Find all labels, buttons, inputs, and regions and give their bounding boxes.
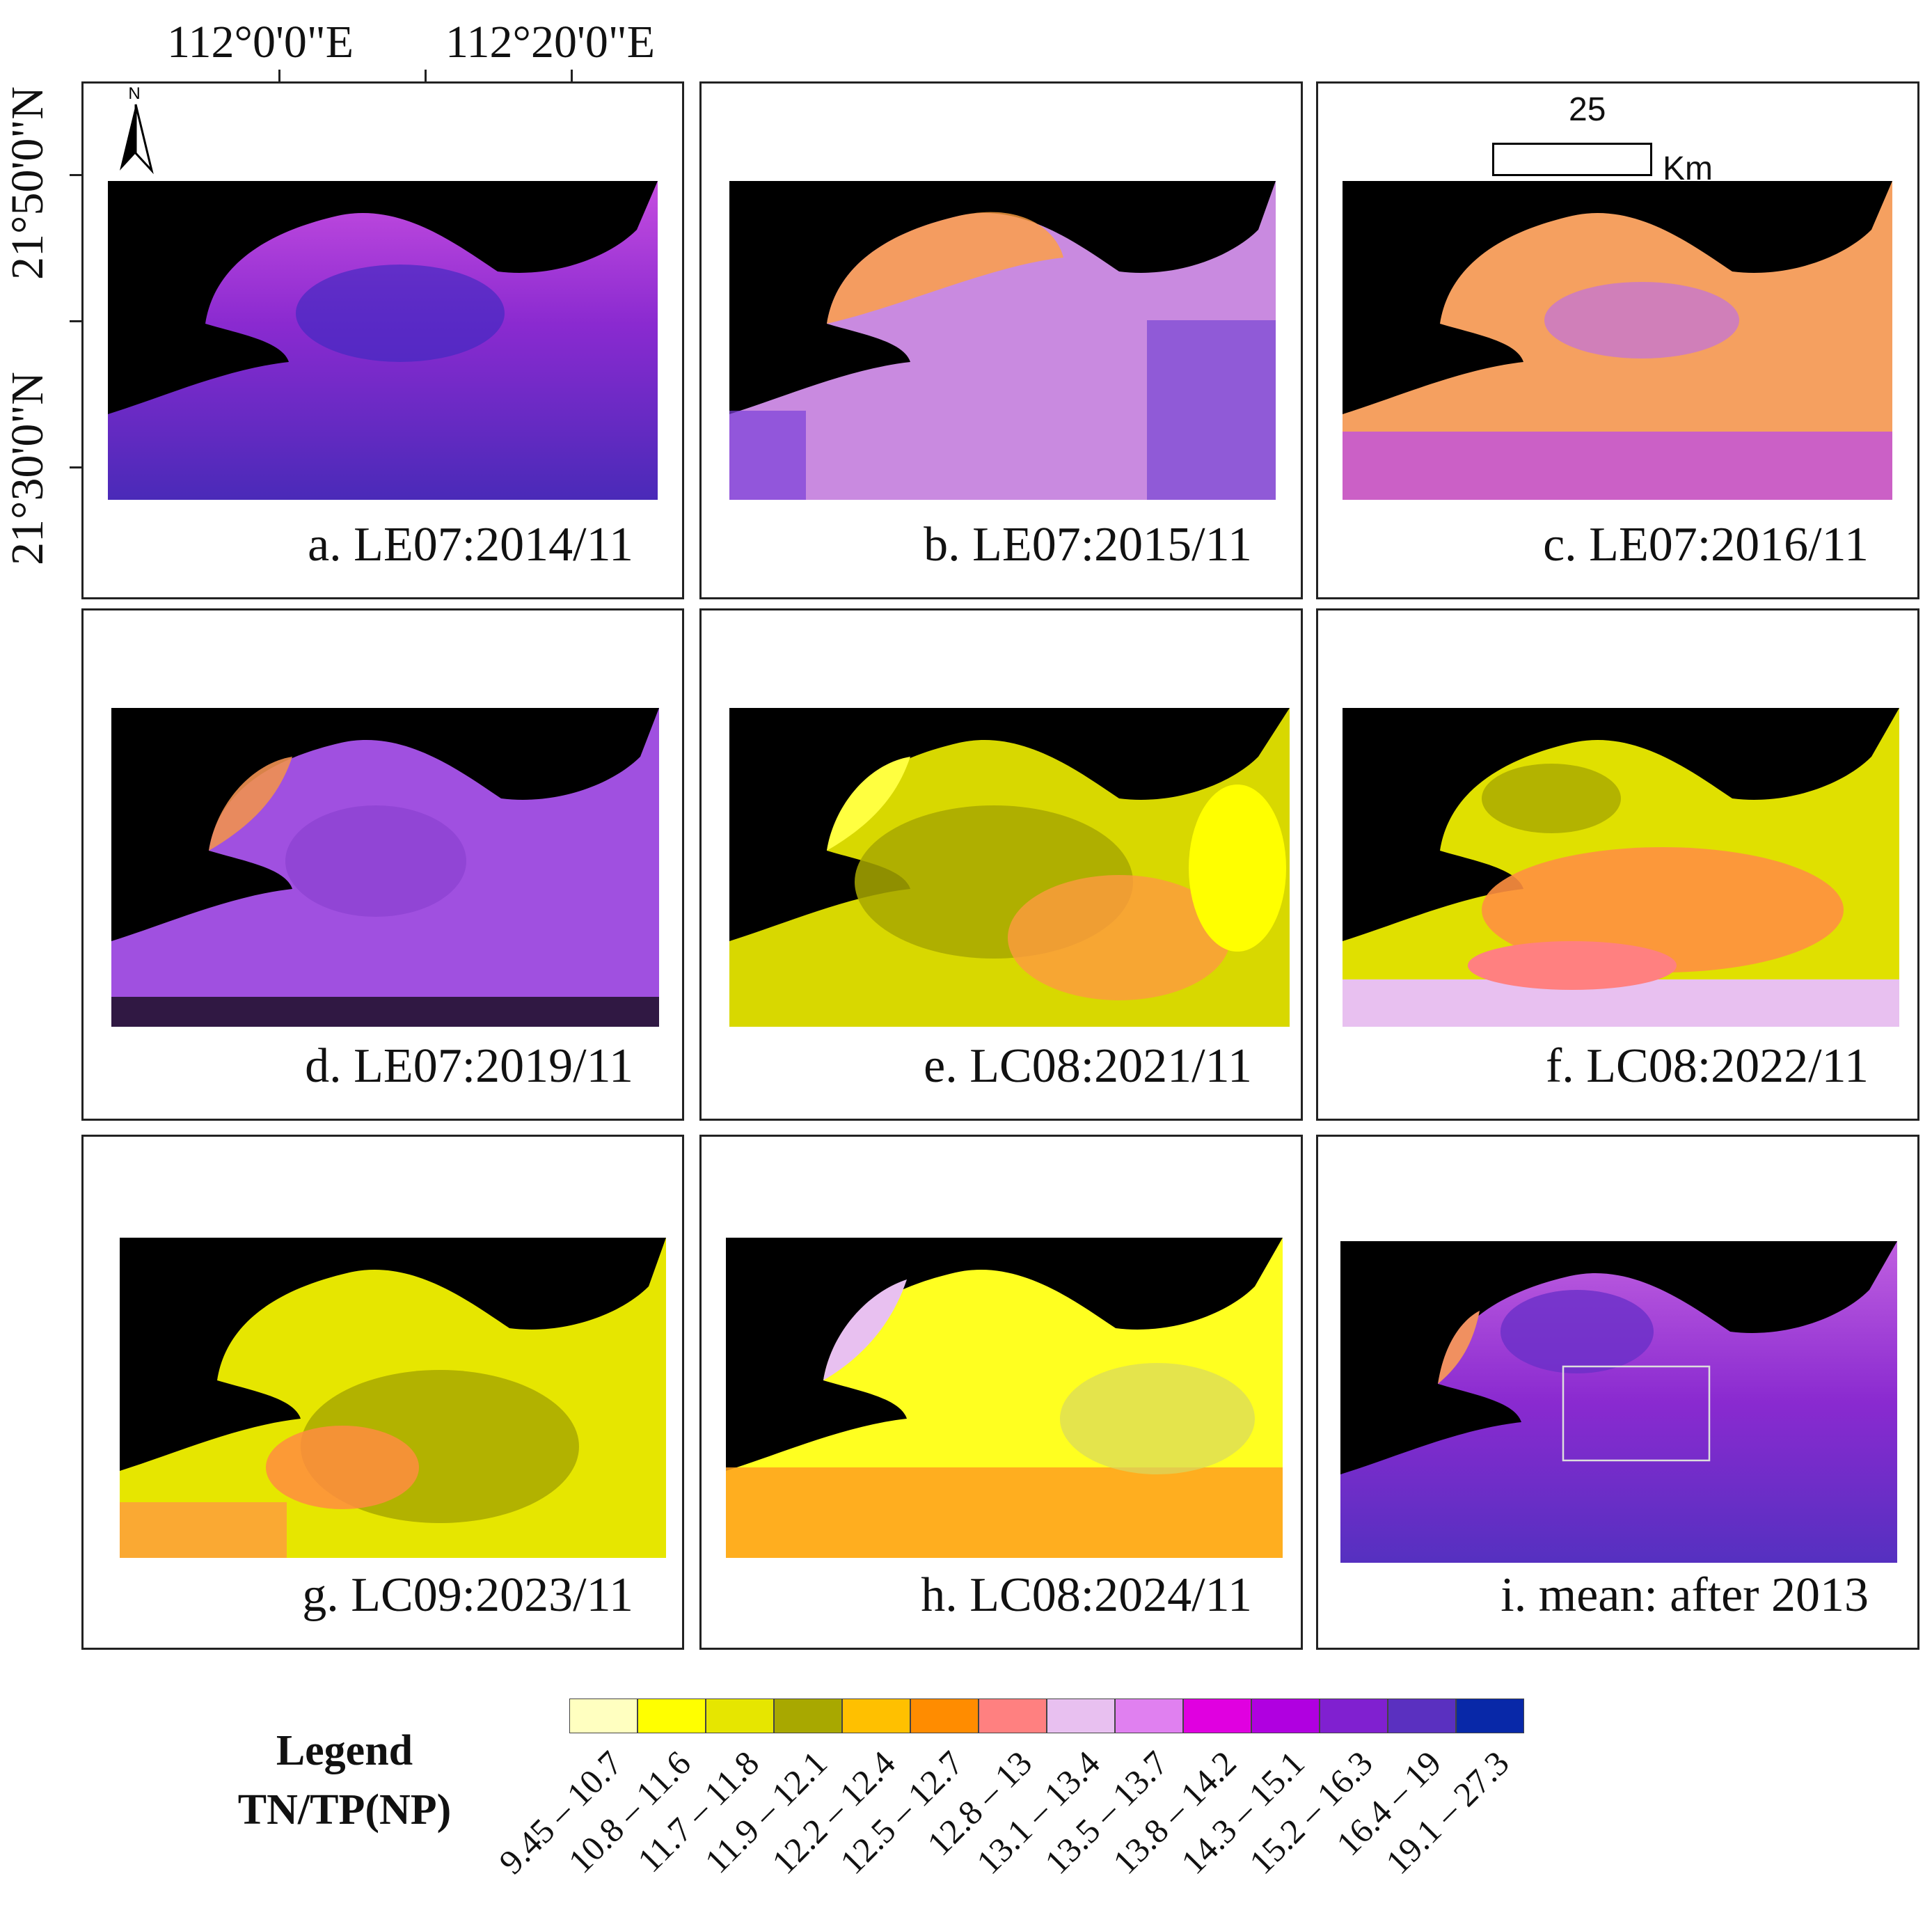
legend-swatch (706, 1699, 774, 1733)
legend-swatch (1047, 1699, 1115, 1733)
panel-a-label: a. LE07:2014/11 (308, 518, 633, 572)
svg-text:N: N (128, 84, 140, 103)
legend-swatch (1320, 1699, 1388, 1733)
latitude-label-21-50: 21°50'0"N (2, 86, 53, 280)
legend-title: Legend (276, 1727, 413, 1774)
tick-left-2 (70, 320, 84, 322)
panel-i: i. mean: after 2013 (1316, 1135, 1919, 1650)
panel-d: d. LE07:2019/11 (81, 608, 684, 1121)
legend-swatch (774, 1699, 842, 1733)
panel-c: 25 Km c. LE07:2016/11 (1316, 81, 1919, 599)
map-e (729, 708, 1290, 1027)
legend-swatch (910, 1699, 979, 1733)
study-area-box (1562, 1365, 1711, 1462)
tick-top-1 (278, 70, 280, 84)
north-arrow-icon: N (120, 84, 154, 174)
panel-d-label: d. LE07:2019/11 (305, 1039, 633, 1093)
map-f (1343, 708, 1899, 1027)
legend-swatch (1456, 1699, 1524, 1733)
legend-swatch (638, 1699, 706, 1733)
tick-top-3 (571, 70, 573, 84)
legend-swatch (1115, 1699, 1183, 1733)
map-a (108, 181, 658, 500)
panel-e-label: e. LC08:2021/11 (924, 1039, 1252, 1093)
scalebar-box (1492, 143, 1652, 176)
legend-swatch (1388, 1699, 1456, 1733)
map-h (726, 1238, 1283, 1558)
scalebar: 25 Km (1492, 90, 1722, 187)
panel-h: h. LC08:2024/11 (699, 1135, 1303, 1650)
map-i (1340, 1241, 1897, 1563)
panel-a: N a. LE07:2014/11 (81, 81, 684, 599)
legend-swatch (1251, 1699, 1320, 1733)
panel-b: b. LE07:2015/11 (699, 81, 1303, 599)
legend-swatch (569, 1699, 638, 1733)
panel-i-label: i. mean: after 2013 (1501, 1568, 1869, 1622)
map-c (1343, 181, 1892, 500)
panel-f-label: f. LC08:2022/11 (1545, 1039, 1869, 1093)
panel-f: f. LC08:2022/11 (1316, 608, 1919, 1121)
panel-g-label: g. LC09:2023/11 (302, 1568, 633, 1622)
legend-subtitle: TN/TP(NP) (237, 1786, 452, 1834)
legend-swatch (1183, 1699, 1251, 1733)
longitude-label-112-0: 112°0'0"E (167, 17, 354, 68)
map-d (111, 708, 659, 1027)
legend-swatch (979, 1699, 1047, 1733)
legend-swatch (842, 1699, 910, 1733)
tick-left-1 (70, 174, 84, 176)
map-b (729, 181, 1276, 500)
panel-c-label: c. LE07:2016/11 (1543, 518, 1869, 572)
panel-e: e. LC08:2021/11 (699, 608, 1303, 1121)
latitude-label-21-30: 21°30'0"N (2, 372, 53, 565)
panel-h-label: h. LC08:2024/11 (921, 1568, 1252, 1622)
tick-left-3 (70, 466, 84, 468)
panel-b-label: b. LE07:2015/11 (924, 518, 1252, 572)
panel-g: g. LC09:2023/11 (81, 1135, 684, 1650)
longitude-label-112-20: 112°20'0"E (445, 17, 656, 68)
map-g (120, 1238, 666, 1558)
tick-top-2 (425, 70, 427, 84)
